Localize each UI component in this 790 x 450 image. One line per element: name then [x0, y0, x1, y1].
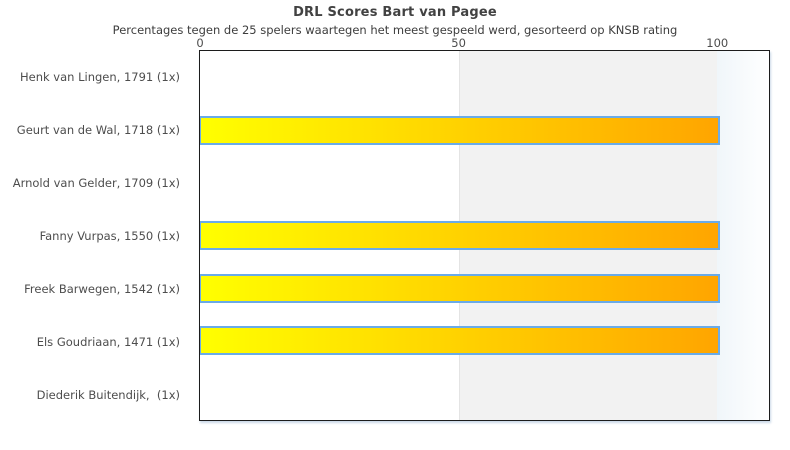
y-axis-label: Fanny Vurpas, 1550 (1x)	[39, 229, 180, 243]
chart-title: DRL Scores Bart van Pagee	[293, 5, 497, 20]
x-tick-label: 0	[196, 36, 204, 50]
bar-row	[200, 104, 769, 157]
y-axis-labels: Henk van Lingen, 1791 (1x) Geurt van de W…	[0, 51, 191, 421]
y-axis-label: Diederik Buitendijk, (1x)	[36, 387, 180, 402]
bar[interactable]	[200, 326, 721, 356]
x-tick-label: 100	[706, 36, 729, 50]
bar-row	[200, 156, 769, 209]
bar-row	[200, 51, 769, 104]
y-axis-label: Henk van Lingen, 1791 (1x)	[19, 70, 180, 85]
x-tick-label: 50	[451, 36, 466, 50]
y-axis-label: Arnold van Gelder, 1709 (1x)	[12, 176, 180, 191]
bar[interactable]	[200, 273, 721, 303]
bar-row	[200, 367, 769, 420]
bar-row	[200, 262, 769, 315]
x-axis-top: 0 50 100	[196, 36, 769, 50]
bar-row	[200, 209, 769, 262]
plot-area	[199, 50, 770, 421]
bar-rows	[200, 51, 769, 420]
y-axis-label: Els Goudriaan, 1471 (1x)	[36, 334, 180, 349]
y-axis-label: Freek Barwegen, 1542 (1x)	[24, 281, 180, 296]
y-axis-label: Geurt van de Wal, 1718 (1x)	[16, 123, 180, 138]
bar[interactable]	[200, 221, 721, 251]
right-margin-band	[717, 51, 769, 420]
bar-row	[200, 315, 769, 368]
bar[interactable]	[200, 115, 721, 145]
chart-subtitle: Percentages tegen de 25 spelers waartege…	[112, 23, 678, 37]
